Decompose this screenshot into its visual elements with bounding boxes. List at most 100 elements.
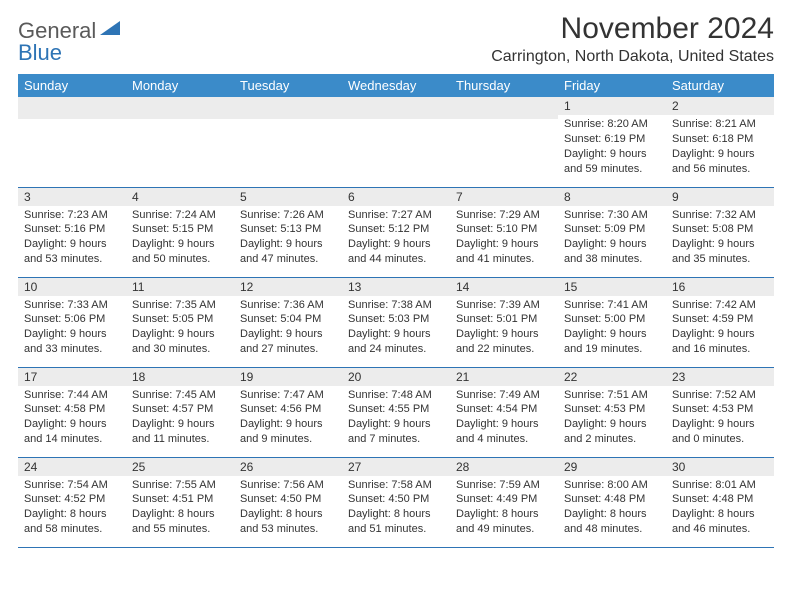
sunset-text: Sunset: 4:58 PM (24, 402, 120, 417)
sunset-text: Sunset: 5:06 PM (24, 312, 120, 327)
sunrise-text: Sunrise: 7:39 AM (456, 298, 552, 313)
daylight-text: Daylight: 9 hours and 22 minutes. (456, 327, 552, 357)
sunrise-text: Sunrise: 7:59 AM (456, 478, 552, 493)
day-cell: 20Sunrise: 7:48 AMSunset: 4:55 PMDayligh… (342, 367, 450, 457)
day-number-blank (18, 97, 126, 119)
day-cell: 10Sunrise: 7:33 AMSunset: 5:06 PMDayligh… (18, 277, 126, 367)
week-row: 10Sunrise: 7:33 AMSunset: 5:06 PMDayligh… (18, 277, 774, 367)
day-details: Sunrise: 7:45 AMSunset: 4:57 PMDaylight:… (126, 386, 234, 451)
day-details: Sunrise: 7:41 AMSunset: 5:00 PMDaylight:… (558, 296, 666, 361)
sunrise-text: Sunrise: 7:32 AM (672, 208, 768, 223)
sunrise-text: Sunrise: 7:51 AM (564, 388, 660, 403)
day-cell: 7Sunrise: 7:29 AMSunset: 5:10 PMDaylight… (450, 187, 558, 277)
daylight-text: Daylight: 9 hours and 16 minutes. (672, 327, 768, 357)
day-number: 23 (666, 368, 774, 386)
day-details: Sunrise: 7:42 AMSunset: 4:59 PMDaylight:… (666, 296, 774, 361)
day-number: 26 (234, 458, 342, 476)
sunset-text: Sunset: 4:56 PM (240, 402, 336, 417)
sunrise-text: Sunrise: 7:35 AM (132, 298, 228, 313)
day-details: Sunrise: 7:54 AMSunset: 4:52 PMDaylight:… (18, 476, 126, 541)
day-details: Sunrise: 7:35 AMSunset: 5:05 PMDaylight:… (126, 296, 234, 361)
day-details: Sunrise: 7:36 AMSunset: 5:04 PMDaylight:… (234, 296, 342, 361)
sunrise-text: Sunrise: 7:49 AM (456, 388, 552, 403)
day-details: Sunrise: 8:01 AMSunset: 4:48 PMDaylight:… (666, 476, 774, 541)
day-cell: 25Sunrise: 7:55 AMSunset: 4:51 PMDayligh… (126, 457, 234, 547)
day-number: 20 (342, 368, 450, 386)
sunrise-text: Sunrise: 7:23 AM (24, 208, 120, 223)
daylight-text: Daylight: 8 hours and 51 minutes. (348, 507, 444, 537)
sunrise-text: Sunrise: 7:38 AM (348, 298, 444, 313)
daylight-text: Daylight: 8 hours and 55 minutes. (132, 507, 228, 537)
day-details: Sunrise: 7:23 AMSunset: 5:16 PMDaylight:… (18, 206, 126, 271)
daylight-text: Daylight: 9 hours and 19 minutes. (564, 327, 660, 357)
sunrise-text: Sunrise: 8:01 AM (672, 478, 768, 493)
day-number: 14 (450, 278, 558, 296)
day-number: 27 (342, 458, 450, 476)
day-details (342, 119, 450, 125)
sunset-text: Sunset: 5:05 PM (132, 312, 228, 327)
day-number: 11 (126, 278, 234, 296)
day-number: 22 (558, 368, 666, 386)
day-header: Monday (126, 74, 234, 97)
day-header-row: SundayMondayTuesdayWednesdayThursdayFrid… (18, 74, 774, 97)
day-number: 3 (18, 188, 126, 206)
daylight-text: Daylight: 9 hours and 2 minutes. (564, 417, 660, 447)
day-details: Sunrise: 7:48 AMSunset: 4:55 PMDaylight:… (342, 386, 450, 451)
daylight-text: Daylight: 9 hours and 41 minutes. (456, 237, 552, 267)
day-cell: 11Sunrise: 7:35 AMSunset: 5:05 PMDayligh… (126, 277, 234, 367)
day-cell: 30Sunrise: 8:01 AMSunset: 4:48 PMDayligh… (666, 457, 774, 547)
sunset-text: Sunset: 4:51 PM (132, 492, 228, 507)
daylight-text: Daylight: 9 hours and 4 minutes. (456, 417, 552, 447)
day-number: 10 (18, 278, 126, 296)
day-number: 7 (450, 188, 558, 206)
sunset-text: Sunset: 5:08 PM (672, 222, 768, 237)
day-cell: 22Sunrise: 7:51 AMSunset: 4:53 PMDayligh… (558, 367, 666, 457)
sunrise-text: Sunrise: 7:45 AM (132, 388, 228, 403)
day-cell: 14 Sunrise: 7:39 AMSunset: 5:01 PMDayligh… (450, 277, 558, 367)
daylight-text: Daylight: 8 hours and 49 minutes. (456, 507, 552, 537)
day-cell: 3Sunrise: 7:23 AMSunset: 5:16 PMDaylight… (18, 187, 126, 277)
sunrise-text: Sunrise: 7:30 AM (564, 208, 660, 223)
sunrise-text: Sunrise: 7:47 AM (240, 388, 336, 403)
daylight-text: Daylight: 9 hours and 47 minutes. (240, 237, 336, 267)
day-number: 18 (126, 368, 234, 386)
sunset-text: Sunset: 4:57 PM (132, 402, 228, 417)
day-details: Sunrise: 7:56 AMSunset: 4:50 PMDaylight:… (234, 476, 342, 541)
daylight-text: Daylight: 9 hours and 14 minutes. (24, 417, 120, 447)
daylight-text: Daylight: 9 hours and 38 minutes. (564, 237, 660, 267)
daylight-text: Daylight: 9 hours and 0 minutes. (672, 417, 768, 447)
sunrise-text: Sunrise: 7:56 AM (240, 478, 336, 493)
day-details: Sunrise: 7:27 AMSunset: 5:12 PMDaylight:… (342, 206, 450, 271)
sunrise-text: Sunrise: 7:24 AM (132, 208, 228, 223)
day-header: Friday (558, 74, 666, 97)
daylight-text: Daylight: 9 hours and 30 minutes. (132, 327, 228, 357)
sunset-text: Sunset: 5:09 PM (564, 222, 660, 237)
sunrise-text: Sunrise: 7:36 AM (240, 298, 336, 313)
day-cell: 19Sunrise: 7:47 AMSunset: 4:56 PMDayligh… (234, 367, 342, 457)
sunset-text: Sunset: 5:13 PM (240, 222, 336, 237)
day-cell: 18Sunrise: 7:45 AMSunset: 4:57 PMDayligh… (126, 367, 234, 457)
week-row: 3Sunrise: 7:23 AMSunset: 5:16 PMDaylight… (18, 187, 774, 277)
sunset-text: Sunset: 5:01 PM (456, 312, 552, 327)
day-cell: 6Sunrise: 7:27 AMSunset: 5:12 PMDaylight… (342, 187, 450, 277)
day-number-blank (342, 97, 450, 119)
day-details (18, 119, 126, 125)
sunrise-text: Sunrise: 8:21 AM (672, 117, 768, 132)
daylight-text: Daylight: 8 hours and 58 minutes. (24, 507, 120, 537)
day-header: Sunday (18, 74, 126, 97)
sunset-text: Sunset: 4:50 PM (240, 492, 336, 507)
day-number: 15 (558, 278, 666, 296)
sunrise-text: Sunrise: 7:27 AM (348, 208, 444, 223)
day-number: 6 (342, 188, 450, 206)
day-cell: 26Sunrise: 7:56 AMSunset: 4:50 PMDayligh… (234, 457, 342, 547)
sunset-text: Sunset: 4:54 PM (456, 402, 552, 417)
day-header: Thursday (450, 74, 558, 97)
daylight-text: Daylight: 9 hours and 50 minutes. (132, 237, 228, 267)
day-number: 21 (450, 368, 558, 386)
day-number: 1 (558, 97, 666, 115)
sunset-text: Sunset: 4:55 PM (348, 402, 444, 417)
day-details: Sunrise: 8:21 AMSunset: 6:18 PMDaylight:… (666, 115, 774, 180)
day-details (234, 119, 342, 125)
sunrise-text: Sunrise: 7:29 AM (456, 208, 552, 223)
sunset-text: Sunset: 5:03 PM (348, 312, 444, 327)
